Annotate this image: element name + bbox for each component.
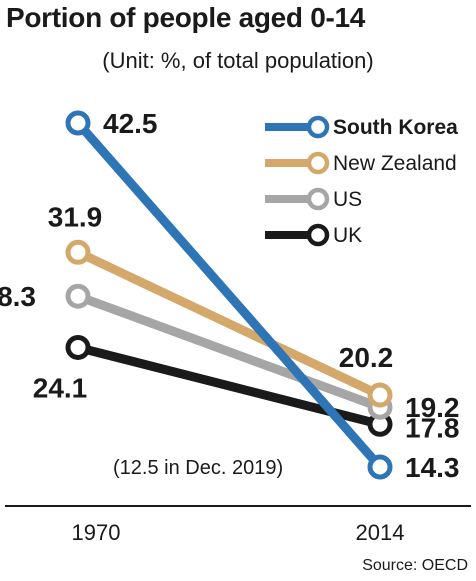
x-tick-1970: 1970 [72,520,121,545]
series-line-south-korea [74,120,384,470]
series-lines [74,120,384,470]
legend: South Korea New Zealand US UK [265,115,458,247]
data-label-us-1970: 28.3 [0,281,36,312]
data-label-new-zealand-2014: 20.2 [339,342,394,373]
legend-label-uk: UK [333,224,362,247]
legend-label-south-korea: South Korea [333,116,458,139]
legend-item-new-zealand: New Zealand [265,151,457,175]
chart-title: Portion of people aged 0-14 [6,2,366,33]
series-line-us [76,291,382,412]
legend-label-us: US [333,188,362,211]
data-label-uk-1970: 24.1 [33,372,88,403]
legend-swatch-marker-south-korea [306,115,330,139]
series-line-new-zealand [76,248,382,400]
data-label-uk-2014: 17.8 [405,412,460,443]
legend-item-us: US [265,187,362,211]
legend-swatch-marker-new-zealand [306,151,330,175]
chart-subtitle: (Unit: %, of total population) [102,48,374,73]
legend-swatch-marker-us [306,187,330,211]
x-tick-2014: 2014 [356,520,405,545]
marker-new-zealand-1970 [65,239,91,265]
series-markers [65,110,393,480]
data-label-south-korea-1970: 42.5 [103,108,158,139]
marker-south-korea-1970 [65,110,91,136]
legend-item-south-korea: South Korea [265,115,458,139]
data-labels: 24.1 17.8 28.3 19.2 31.9 20.2 42.5 14.3 [0,108,460,483]
data-label-new-zealand-1970: 31.9 [48,201,103,232]
source-note: Source: OECD [362,557,468,574]
marker-uk-1970 [65,334,91,360]
marker-south-korea-2014 [367,454,393,480]
legend-swatch-marker-uk [306,223,330,247]
legend-item-uk: UK [265,223,362,247]
marker-new-zealand-2014 [367,382,393,408]
marker-us-1970 [65,283,91,309]
x-axis-ticks: 1970 2014 [72,520,405,545]
legend-label-new-zealand: New Zealand [333,152,457,175]
data-label-south-korea-2014: 14.3 [405,452,460,483]
data-label-us-2014: 19.2 [405,392,460,423]
annotation-note: (12.5 in Dec. 2019) [113,457,283,479]
